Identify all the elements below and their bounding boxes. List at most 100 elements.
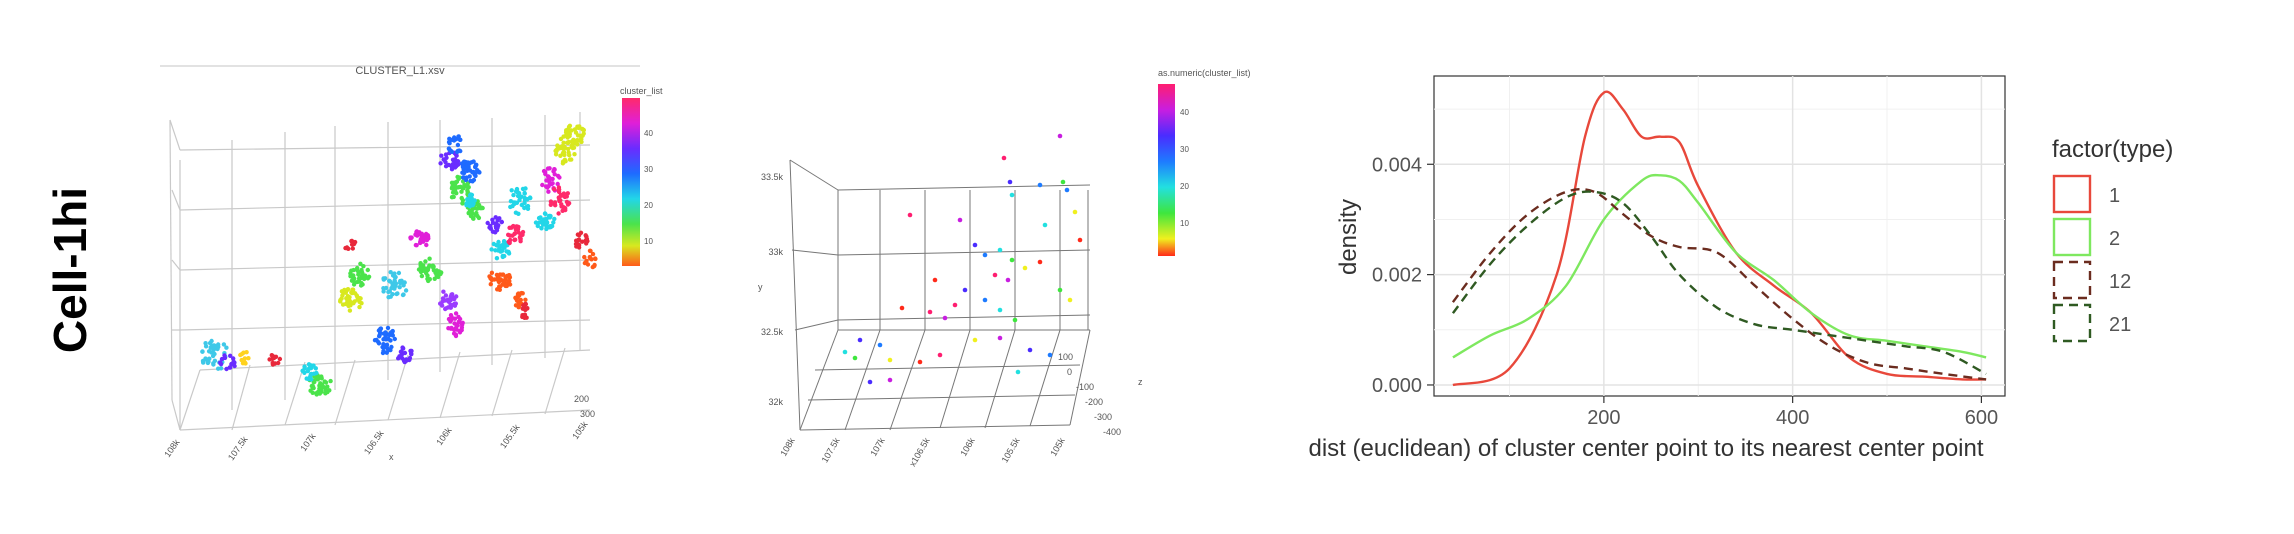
panel1-grid <box>169 112 591 431</box>
panel1-point <box>327 388 332 393</box>
panel1-colorbar-ticks: 40 30 20 10 <box>644 129 653 246</box>
panel1-point <box>449 167 455 172</box>
panel1-point <box>459 327 464 333</box>
panel1-point <box>565 140 571 146</box>
panel1-point <box>565 146 571 152</box>
panel1-point <box>440 299 445 304</box>
panel1-point <box>356 276 362 281</box>
panel1-point <box>546 174 551 179</box>
panel2-point <box>1009 192 1015 198</box>
panel1-point <box>508 204 513 210</box>
panel1-point <box>384 285 389 291</box>
panel2-point <box>1037 259 1043 265</box>
panel2-point <box>857 337 863 343</box>
panel2-y-tick: 33k <box>768 247 783 257</box>
panel1-point <box>454 323 459 328</box>
panel2-point <box>997 247 1003 253</box>
panel1-point <box>401 283 406 288</box>
panel1-point <box>543 211 548 217</box>
panel2-grid-line <box>984 329 1016 429</box>
panel1-point <box>343 301 349 307</box>
x-tick-label: 600 <box>1965 407 1998 429</box>
panel2-y-tick: 32.5k <box>761 327 784 337</box>
panel1-point <box>228 353 233 358</box>
panel1-point <box>551 220 556 225</box>
panel1-point <box>431 268 437 273</box>
panel1-point <box>242 356 247 361</box>
panel1-point <box>304 376 309 381</box>
panel2-z-tick: -200 <box>1085 397 1103 407</box>
panel1-z-tick: 300 <box>580 409 595 419</box>
panel1-point <box>392 271 397 276</box>
panel2-x-tick: 108k <box>778 436 797 458</box>
panel1-point <box>543 169 548 175</box>
panel1-point <box>541 217 547 222</box>
panel1-point <box>489 270 495 275</box>
legend-key-1 <box>2052 174 2092 214</box>
panel1-point <box>533 220 539 225</box>
panel1-point <box>381 348 386 354</box>
panel1-point <box>388 294 393 299</box>
panel1-point <box>322 379 327 384</box>
panel2-colorbar-ticks: 40 30 20 10 <box>1180 108 1189 228</box>
panel1-point <box>358 283 364 288</box>
panel2-point <box>1077 237 1083 243</box>
panel2-y-tick: 33.5k <box>761 172 784 182</box>
panel1-point <box>203 344 209 349</box>
panel1-point <box>302 370 307 375</box>
panel1-point <box>516 224 521 230</box>
panel1-point <box>522 190 527 196</box>
panel2-grid-line <box>799 329 839 431</box>
legend-key-2 <box>2052 217 2092 257</box>
panel1-point <box>216 366 221 371</box>
panel2-grid-line <box>799 424 1071 431</box>
panel1-point <box>319 382 325 387</box>
panel1-point <box>588 256 593 261</box>
panel1-point <box>388 330 394 335</box>
panel1-point <box>553 148 558 154</box>
panel1-point <box>422 268 427 274</box>
panel1-point <box>448 294 453 299</box>
panel1-point <box>565 131 570 136</box>
plot-area <box>1433 75 2006 397</box>
panel1-x-tick: 105.5k <box>498 422 522 450</box>
panel2-y-tick: 32k <box>768 397 783 407</box>
panel1-point <box>231 356 236 361</box>
panel1-point <box>450 162 455 167</box>
panel1-points <box>200 123 598 397</box>
panel2-grid-line <box>789 159 839 191</box>
panel2-point <box>887 377 893 383</box>
panel1-point <box>537 220 542 225</box>
panel1-point <box>475 168 480 173</box>
panel1-point <box>523 297 528 302</box>
panel1-point <box>573 130 579 135</box>
panel1-x-tick: 106.5k <box>362 428 386 456</box>
panel1-grid-line <box>179 144 591 151</box>
panel1-point <box>560 159 566 164</box>
panel1-point <box>565 135 570 140</box>
panel1-point <box>424 237 430 243</box>
panel1-point <box>520 313 525 318</box>
panel1-point <box>385 325 391 331</box>
panel2-point <box>992 272 998 278</box>
panel2-y-label: y <box>758 282 763 292</box>
panel1-point <box>456 134 461 139</box>
panel2-point <box>962 287 968 293</box>
panel1-point <box>439 303 445 308</box>
panel1-point <box>500 243 505 249</box>
panel1-point <box>466 164 471 170</box>
panel1-point <box>456 185 461 190</box>
panel1-point <box>455 162 461 167</box>
panel2-grid-line <box>791 249 839 256</box>
panel1-grid-line <box>334 359 356 426</box>
panel2-point <box>907 212 913 218</box>
panel1-point <box>514 186 520 192</box>
panel1-point <box>221 342 227 347</box>
panel1-point <box>325 384 330 389</box>
panel1-point <box>378 327 383 332</box>
panel2-grid-line <box>789 159 801 431</box>
panel1-point <box>449 325 454 331</box>
legend-label: 2 <box>2109 228 2120 250</box>
panel2-point <box>1012 317 1018 323</box>
panel1-point <box>408 236 413 241</box>
